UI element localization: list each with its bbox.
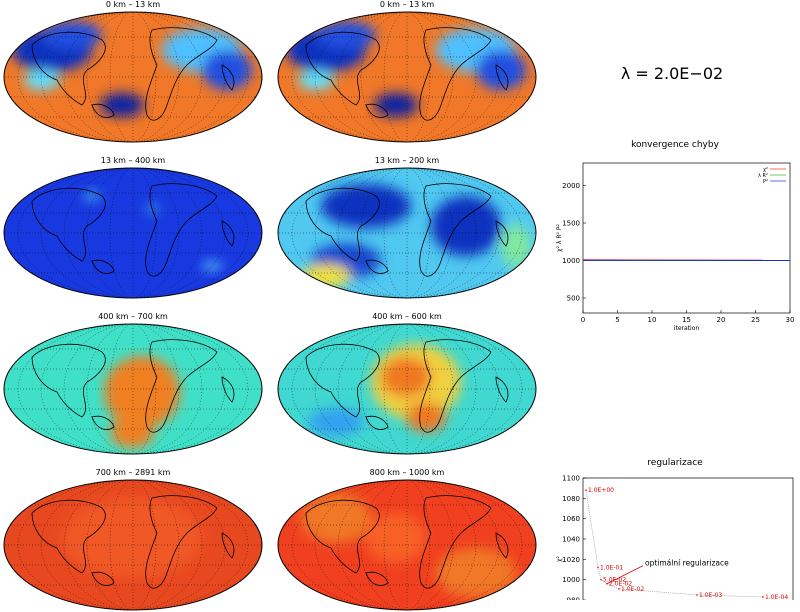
world-map — [276, 478, 538, 612]
regularization-chart-title: regularizace — [555, 458, 795, 468]
data-point — [585, 489, 587, 491]
annotation-text: optimální regularizace — [645, 559, 729, 568]
map-title: 400 km – 700 km — [2, 312, 264, 322]
x-tick-label: 20 — [717, 316, 726, 324]
map-title: 400 km – 600 km — [276, 312, 538, 322]
y-tick-label: 500 — [567, 295, 580, 303]
x-tick-label: 5 — [615, 316, 619, 324]
legend-label: P² — [763, 179, 768, 185]
map-title: 13 km – 200 km — [276, 156, 538, 166]
y-axis-label: χ² — [556, 555, 563, 561]
map-title: 13 km – 400 km — [2, 156, 264, 166]
point-label: 1.0E+00 — [588, 487, 614, 494]
world-map — [2, 10, 264, 144]
y-tick-label: 1000 — [562, 576, 580, 584]
world-map — [2, 322, 264, 456]
map-title: 0 km – 13 km — [276, 0, 538, 10]
y-tick-label: 1000 — [562, 257, 580, 265]
world-map — [276, 10, 538, 144]
world-map — [276, 166, 538, 300]
y-tick-label: 1060 — [562, 515, 580, 523]
point-label: 1.0E-04 — [765, 594, 788, 600]
convergence-chart-title: konvergence chyby — [555, 140, 795, 150]
x-tick-label: 25 — [751, 316, 760, 324]
map-title: 0 km – 13 km — [2, 0, 264, 10]
convergence-chart: 0 5 10 15 20 25 30 500 1000 1500 2000 iteration χ² λ… — [545, 155, 800, 344]
x-axis-label: iteration — [674, 325, 700, 332]
x-tick-label: 30 — [786, 316, 795, 324]
map-title: 700 km – 2891 km — [2, 468, 264, 478]
data-point — [600, 579, 602, 581]
data-point — [696, 594, 698, 596]
x-tick-label: 10 — [648, 316, 657, 324]
plot-frame — [583, 163, 790, 313]
y-tick-label: 2000 — [562, 182, 580, 190]
map-title: 800 km – 1000 km — [276, 468, 538, 478]
y-tick-label: 1020 — [562, 556, 580, 564]
regularization-chart: 980 1000 1020 1040 1060 1080 1100 χ² 1.0E+00 1.0E… — [545, 470, 800, 604]
lambda-label: λ = 2.0E−02 — [592, 64, 752, 83]
world-map — [276, 322, 538, 456]
y-tick-label: 1100 — [562, 475, 580, 483]
world-map — [2, 478, 264, 612]
data-point — [618, 588, 620, 590]
y-tick-label: 980 — [567, 597, 580, 601]
y-axis-label: χ² λ R² P² — [556, 224, 563, 252]
point-label: 1.0E-03 — [699, 592, 722, 599]
point-label: 1.0E-02 — [621, 586, 644, 593]
point-label: 1.0E-01 — [600, 564, 623, 571]
x-tick-label: 0 — [581, 316, 585, 324]
x-tick-label: 15 — [682, 316, 691, 324]
data-point — [762, 596, 764, 598]
y-tick-label: 1500 — [562, 220, 580, 228]
data-point — [597, 567, 599, 569]
y-tick-label: 1080 — [562, 495, 580, 503]
world-map — [2, 166, 264, 300]
y-tick-label: 1040 — [562, 536, 580, 544]
